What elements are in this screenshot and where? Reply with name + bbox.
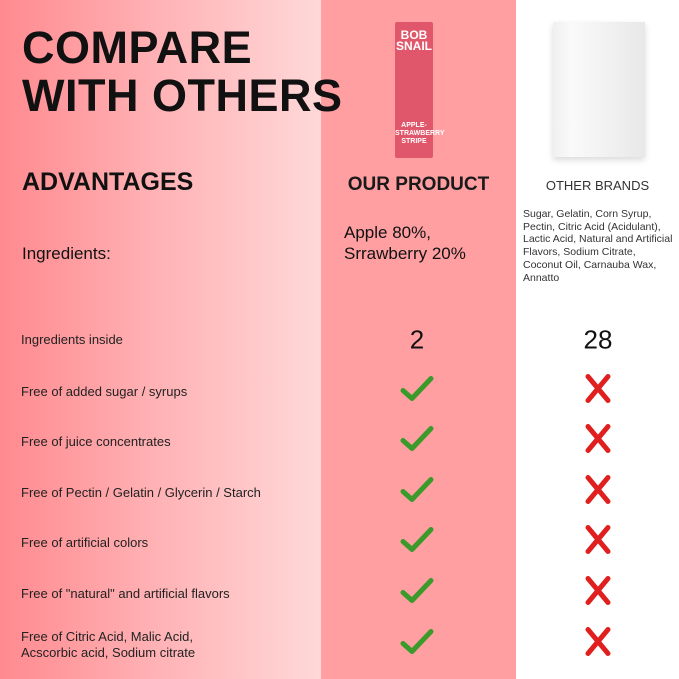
ingredients-label: Ingredients: (22, 244, 111, 263)
title-line-1: COMPARE (22, 22, 253, 73)
cross-icon (583, 422, 613, 463)
check-icon (399, 525, 435, 562)
row-label: Free of Pectin / Gelatin / Glycerin / St… (21, 485, 261, 500)
row-label: Free of Citric Acid, Malic Acid, Acscorb… (21, 629, 196, 660)
comparison-row: Free of "natural" and artificial flavors (0, 574, 679, 614)
title-line-2: WITH OTHERS (22, 70, 343, 121)
advantages-column (0, 0, 321, 679)
check-icon (399, 424, 435, 461)
row-label: Free of artificial colors (21, 535, 149, 550)
cross-icon (583, 473, 613, 514)
product-flavor: APPLE-STRAWBERRY STRIPE (395, 122, 445, 145)
row-label: Ingredients inside (21, 332, 123, 347)
comparison-row: Free of juice concentrates (0, 422, 679, 462)
row-label: Free of "natural" and artificial flavors (21, 586, 230, 601)
our-ingredients: Apple 80%, Srrawberry 20% (344, 222, 466, 264)
check-icon (399, 374, 435, 411)
generic-box-image (553, 22, 645, 157)
product-package-image: BOB SNAIL APPLE-STRAWBERRY STRIPE (395, 22, 445, 158)
advantages-heading: ADVANTAGES (22, 168, 194, 196)
other-count: 28 (583, 324, 613, 355)
comparison-row: Free of artificial colors (0, 523, 679, 563)
comparison-row: Free of Pectin / Gelatin / Glycerin / St… (0, 473, 679, 513)
cross-icon (583, 625, 613, 666)
cross-icon (583, 574, 613, 615)
comparison-row: Free of Citric Acid, Malic Acid, Acscorb… (0, 625, 679, 665)
cross-icon (583, 372, 613, 413)
other-ingredients: Sugar, Gelatin, Corn Syrup, Pectin, Citr… (523, 208, 673, 284)
our-count: 2 (409, 324, 425, 355)
cross-icon (583, 523, 613, 564)
our-product-heading: OUR PRODUCT (347, 174, 490, 195)
our-ingredient-2: Srrawberry 20% (344, 244, 466, 263)
check-icon (399, 627, 435, 664)
check-icon (399, 576, 435, 613)
comparison-row: Free of added sugar / syrups (0, 372, 679, 412)
our-ingredient-1: Apple 80%, (344, 223, 431, 242)
other-brands-heading: OTHER BRANDS (545, 178, 650, 193)
row-label: Free of juice concentrates (21, 434, 171, 449)
row-label: Free of added sugar / syrups (21, 384, 188, 399)
ingredient-count-row: Ingredients inside 2 28 (0, 320, 679, 360)
page-title: COMPARE WITH OTHERS (22, 24, 342, 120)
check-icon (399, 475, 435, 512)
product-brand: BOB SNAIL (396, 28, 432, 53)
